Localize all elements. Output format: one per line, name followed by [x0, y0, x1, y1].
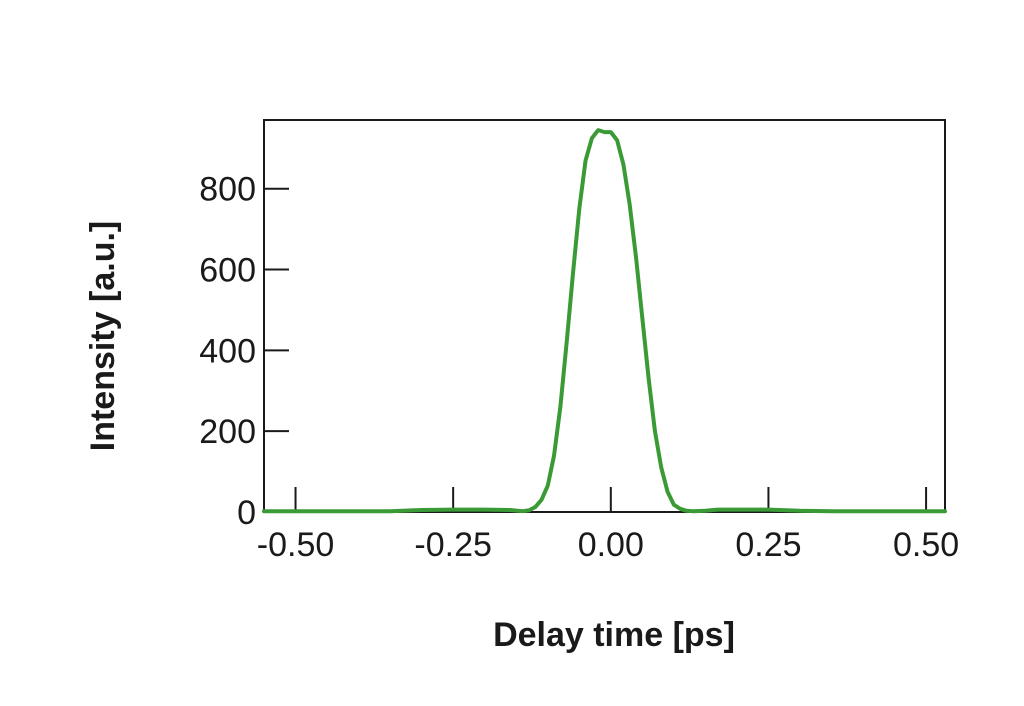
- x-tick-label: 0.00: [578, 526, 644, 564]
- y-axis: 0 200 400 600 800: [199, 171, 289, 532]
- intensity-series-line: [262, 128, 947, 514]
- x-axis-label: Delay time [ps]: [493, 616, 735, 654]
- y-axis-label: Intensity [a.u.]: [84, 221, 122, 451]
- x-tick-label: 0.50: [893, 526, 959, 564]
- y-tick-label: 800: [199, 171, 256, 209]
- y-tick-label: 400: [199, 332, 256, 370]
- y-tick-label: 600: [199, 252, 256, 290]
- x-tick-label: -0.25: [414, 526, 492, 564]
- x-tick-label: 0.25: [735, 526, 801, 564]
- x-axis: -0.50 -0.25 0.00 0.25 0.50: [257, 487, 959, 564]
- y-tick-label: 200: [199, 413, 256, 451]
- y-tick-label: 0: [237, 494, 256, 532]
- plot-frame: [263, 119, 946, 513]
- x-tick-label: -0.50: [257, 526, 335, 564]
